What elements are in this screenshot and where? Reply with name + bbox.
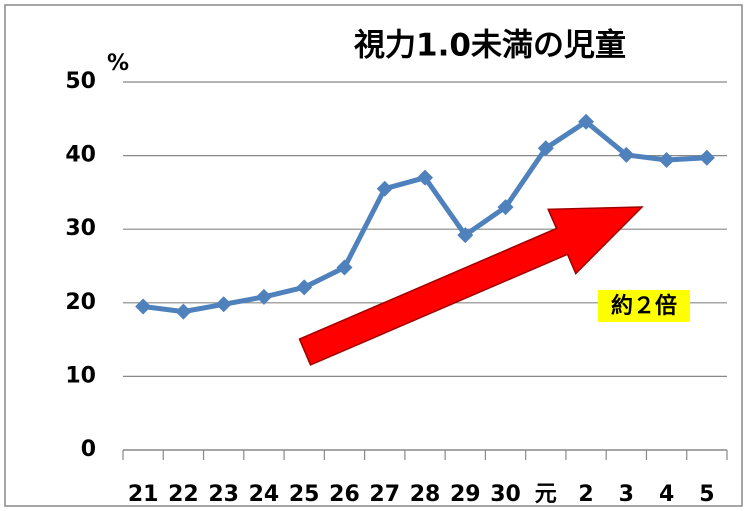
- data-point: [618, 146, 635, 163]
- x-tick-label: 21: [128, 482, 159, 507]
- x-tick-label: 27: [369, 482, 400, 507]
- x-tick-label: 4: [659, 482, 674, 507]
- data-point: [497, 199, 514, 216]
- x-tick-label: 2: [578, 482, 593, 507]
- x-tick-label: 28: [410, 482, 441, 507]
- y-tick-label: 20: [65, 290, 96, 315]
- y-tick-label: 10: [65, 363, 96, 388]
- data-point: [255, 288, 272, 305]
- x-tick-label: 5: [699, 482, 714, 507]
- x-tick-label: 25: [289, 482, 320, 507]
- data-point: [578, 113, 595, 130]
- y-tick-label: 40: [65, 143, 96, 168]
- y-tick-label: 30: [65, 216, 96, 241]
- data-point: [537, 140, 554, 157]
- data-point: [698, 149, 715, 166]
- x-tick-label: 3: [619, 482, 634, 507]
- data-point: [175, 303, 192, 320]
- annotation-background: [598, 290, 690, 322]
- data-point: [376, 180, 393, 197]
- x-tick-label: 29: [450, 482, 481, 507]
- x-tick-label: 24: [249, 482, 280, 507]
- data-point: [135, 298, 152, 315]
- data-point: [336, 259, 353, 276]
- x-tick-label: 26: [329, 482, 360, 507]
- x-tick-label: 22: [168, 482, 199, 507]
- data-point: [457, 227, 474, 244]
- trend-arrow: [298, 206, 644, 366]
- y-unit: %: [107, 51, 129, 76]
- data-point: [215, 296, 232, 313]
- x-tick-label: 23: [208, 482, 239, 507]
- x-tick-label: 30: [490, 482, 521, 507]
- y-tick-label: 0: [81, 437, 96, 462]
- chart-title: 視力1.0未満の児童: [354, 28, 626, 64]
- data-point: [658, 152, 675, 169]
- data-point: [417, 169, 433, 186]
- annotation: 約２倍: [611, 293, 677, 319]
- x-tick-label: 元: [535, 482, 557, 507]
- chart-frame: [4, 4, 743, 507]
- y-tick-label: 50: [65, 69, 96, 94]
- data-point: [296, 279, 313, 296]
